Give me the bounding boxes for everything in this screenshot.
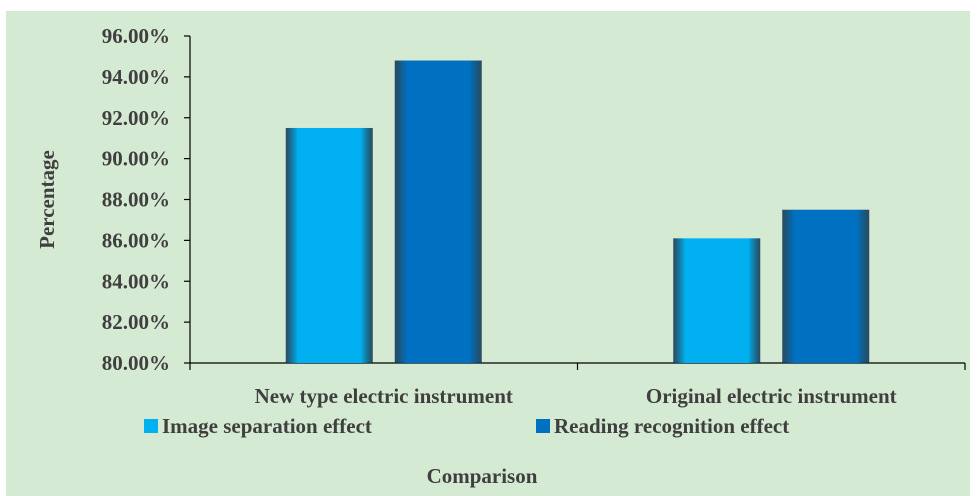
y-tick-label: 90.00% [102, 147, 170, 171]
y-tick-label: 80.00% [102, 351, 170, 375]
y-axis: 80.00% 82.00% 84.00% 86.00% 88.00% 90.00% 92.0… [102, 24, 191, 375]
bar [285, 127, 373, 363]
legend-swatch [536, 419, 550, 433]
legend-label: Image separation effect [162, 414, 372, 438]
bar-chart: 80.00% 82.00% 84.00% 86.00% 88.00% 90.00% 92.0… [35, 24, 966, 488]
y-tick-label: 92.00% [102, 106, 170, 130]
y-tick-label: 88.00% [102, 188, 170, 212]
legend: Image separation effect Reading recogniti… [144, 414, 789, 438]
bar [782, 209, 870, 363]
y-axis-title: Percentage [35, 150, 59, 249]
y-tick-label: 96.00% [102, 24, 170, 48]
x-axis-title: Comparison [427, 464, 538, 488]
bar [394, 60, 482, 364]
x-axis: New type electric instrument Original ele… [189, 362, 966, 408]
y-tick-label: 94.00% [102, 65, 170, 89]
legend-swatch [144, 419, 158, 433]
y-tick-label: 82.00% [102, 310, 170, 334]
chart-area: 80.00% 82.00% 84.00% 86.00% 88.00% 90.00% 92.0… [6, 11, 970, 496]
bar [673, 238, 761, 363]
x-category-label: Original electric instrument [646, 384, 897, 408]
bars [285, 60, 870, 364]
legend-label: Reading recognition effect [554, 414, 789, 438]
y-tick-label: 84.00% [102, 269, 170, 293]
y-tick-label: 86.00% [102, 228, 170, 252]
x-category-label: New type electric instrument [255, 384, 513, 408]
